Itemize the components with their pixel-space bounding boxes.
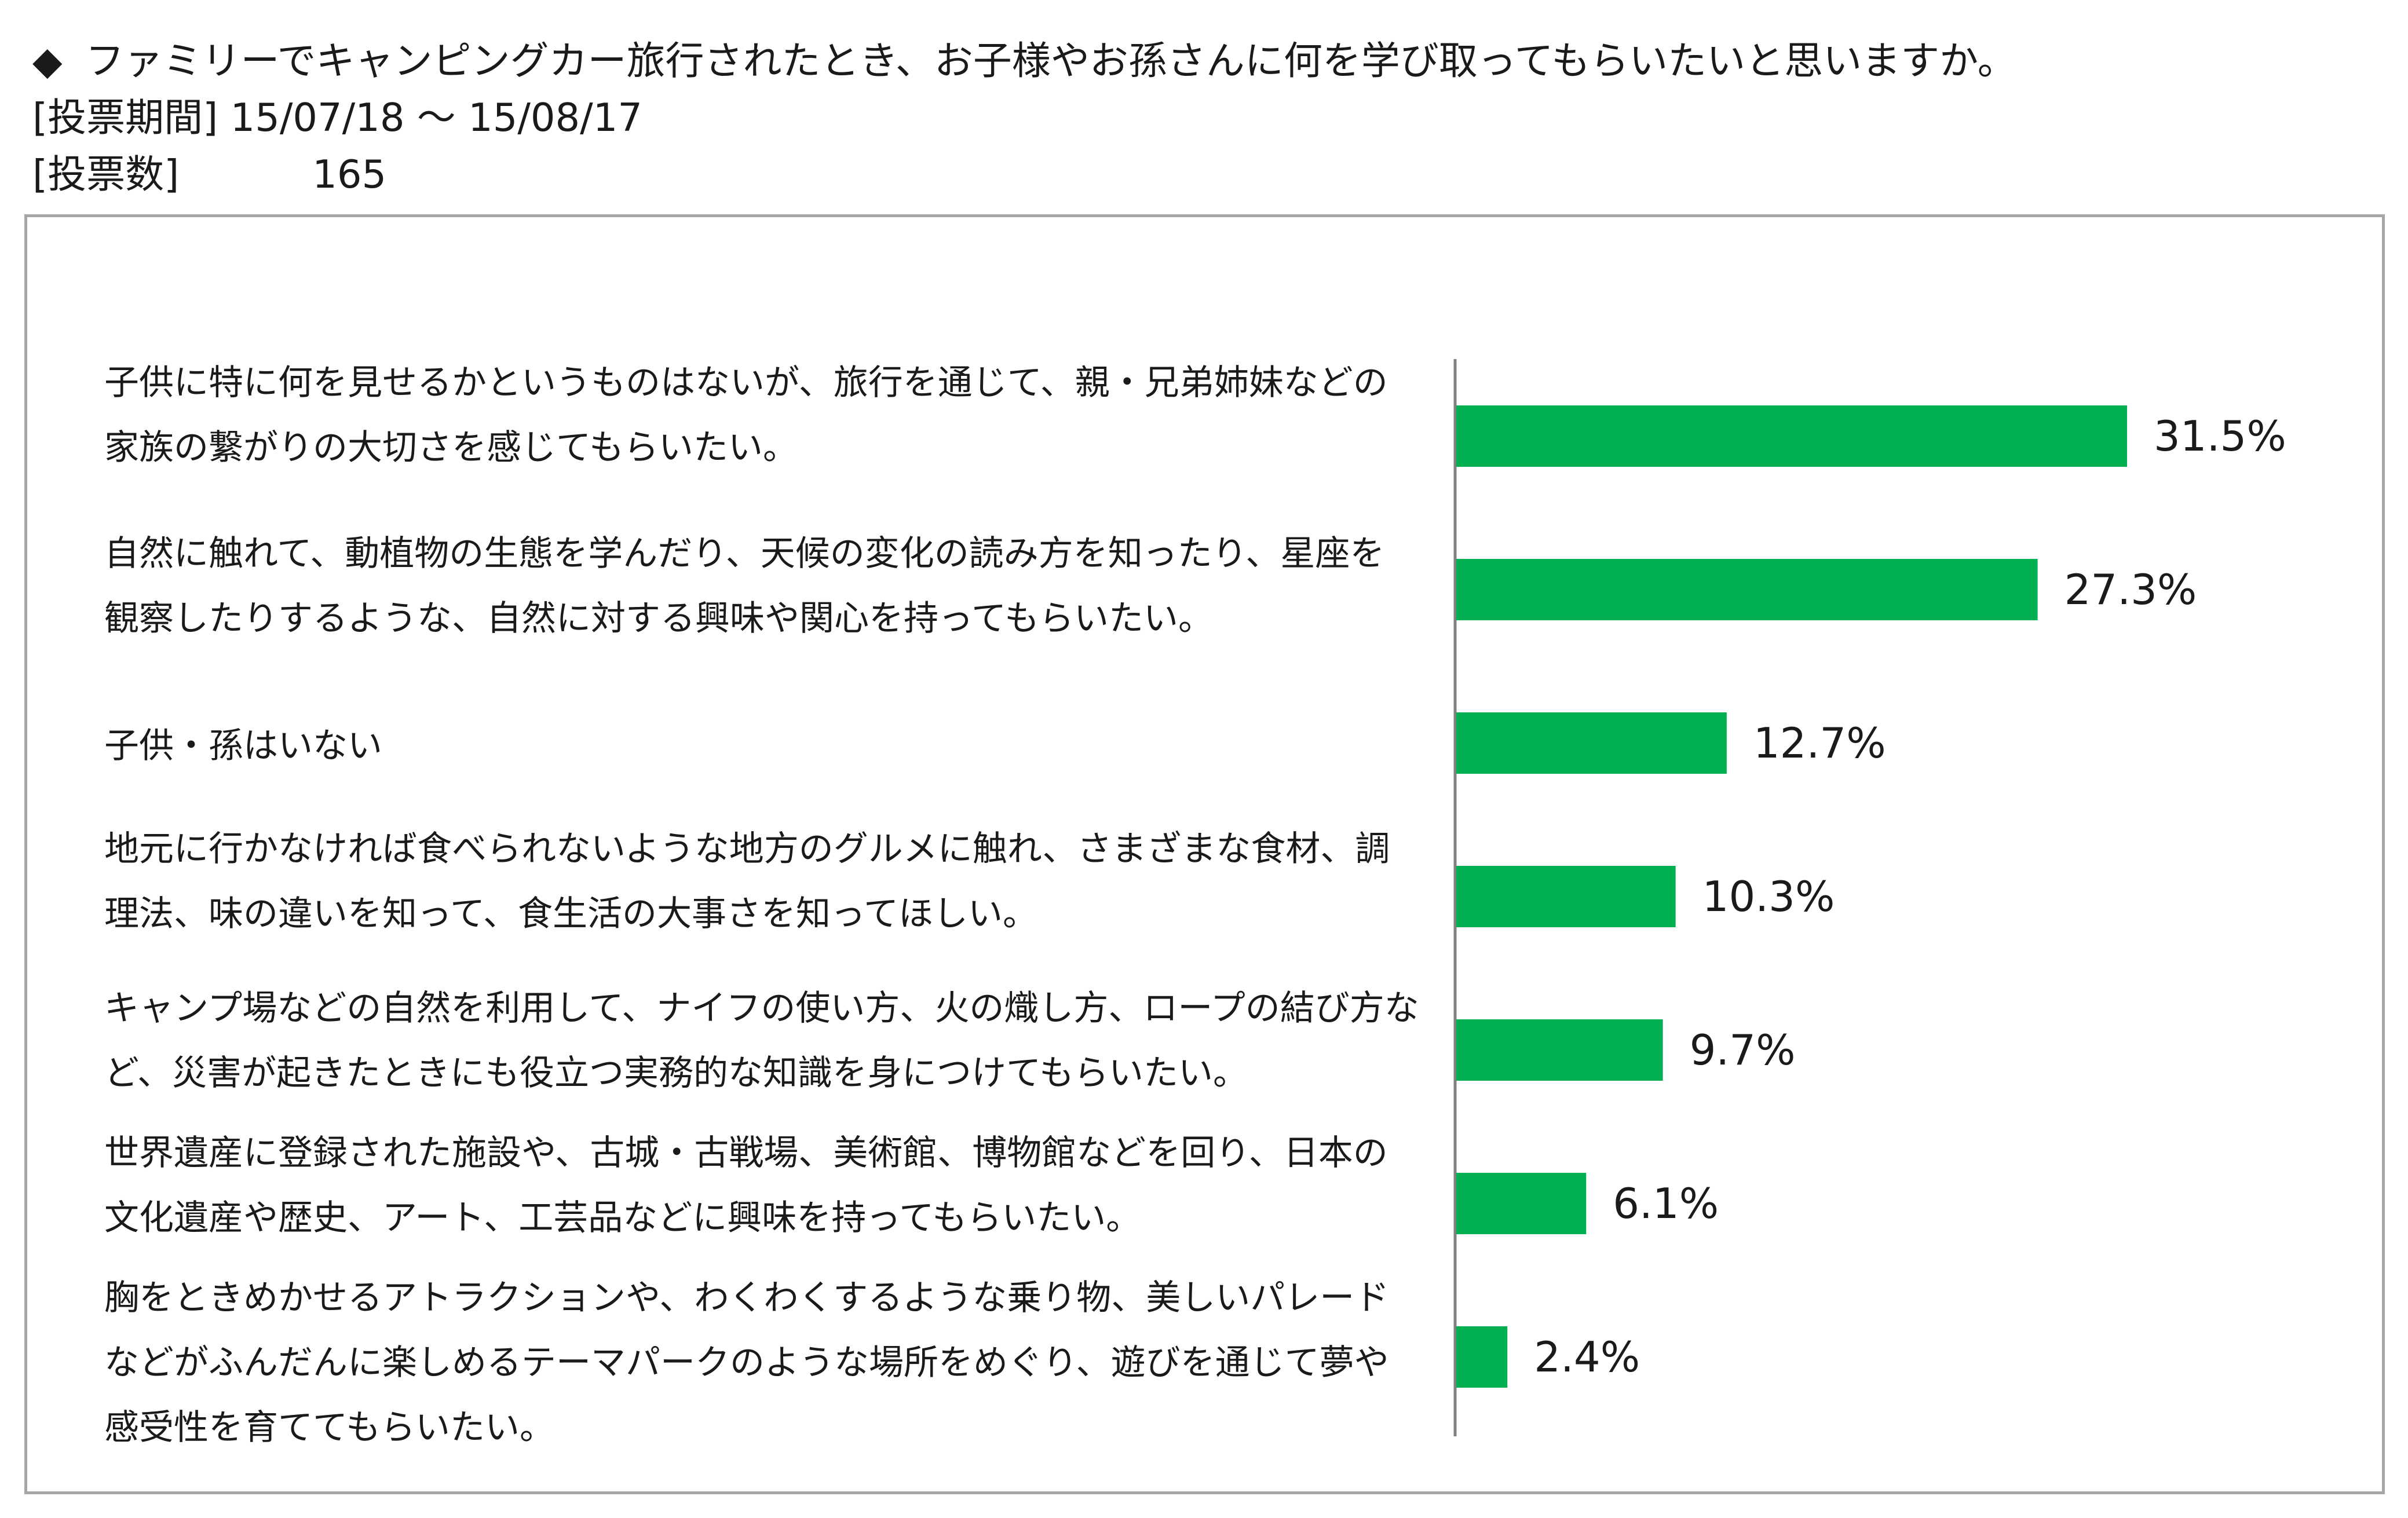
bar-2 [1456, 712, 1727, 774]
category-label-2: 子供・孫はいない [104, 726, 382, 766]
bar-6 [1456, 1326, 1508, 1388]
votes-label: [投票数] [32, 152, 180, 197]
value-label-6: 2.4% [1534, 1333, 1640, 1381]
bar-0 [1456, 405, 2127, 467]
value-label-5: 6.1% [1613, 1179, 1719, 1228]
question-text: ファミリーでキャンピングカー旅行されたとき、お子様やお孫さんに何を学び取ってもら… [85, 38, 2016, 83]
period-value: 15/07/18 ～ 15/08/17 [230, 95, 643, 140]
question-line: ◆ ファミリーでキャンピングカー旅行されたとき、お子様やお孫さんに何を学び取っても… [32, 35, 2016, 87]
bar-1 [1456, 559, 2038, 620]
category-label-0: 子供に特に何を見せるかというものはないが、旅行を通じて、親・兄弟姉妹などの家族の… [104, 363, 1388, 468]
voting-period: [投票期間] 15/07/18 ～ 15/08/17 [32, 92, 642, 144]
votes-value: 165 [312, 152, 387, 197]
category-label-5: 世界遺産に登録された施設や、古城・古戦場、美術館、博物館などを回り、日本の文化遺… [104, 1133, 1388, 1238]
category-label-3: 地元に行かなければ食べられないような地方のグルメに触れ、さまざまな食材、調理法、… [104, 829, 1390, 934]
value-label-2: 12.7% [1753, 719, 1886, 767]
category-label-1: 自然に触れて、動植物の生態を学んだり、天候の変化の読み方を知ったり、星座を観察し… [104, 533, 1385, 639]
value-label-0: 31.5% [2154, 412, 2286, 460]
value-label-4: 9.7% [1690, 1026, 1796, 1074]
diamond-marker-icon: ◆ [32, 38, 63, 83]
vote-count: [投票数] 165 [32, 148, 386, 200]
category-label-4: キャンプ場などの自然を利用して、ナイフの使い方、火の熾し方、ロープの結び方など、… [104, 988, 1419, 1093]
bar-4 [1456, 1019, 1663, 1081]
category-label-6: 胸をときめかせるアトラクションや、わくわくするような乗り物、美しいパレードなどが… [104, 1278, 1390, 1448]
period-label: [投票期間] [32, 95, 218, 140]
value-label-1: 27.3% [2064, 565, 2197, 614]
bar-5 [1456, 1173, 1587, 1234]
value-label-3: 10.3% [1702, 872, 1835, 921]
bar-3 [1456, 866, 1676, 927]
